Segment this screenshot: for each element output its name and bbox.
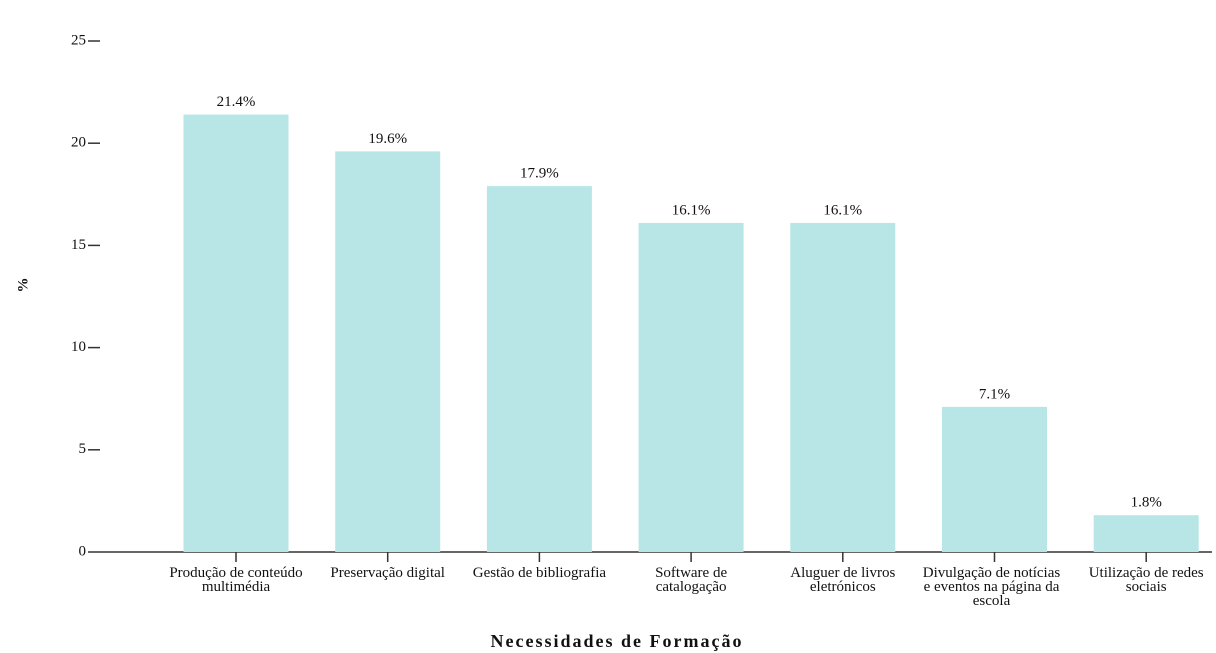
bar bbox=[942, 406, 1047, 552]
y-axis-label: % bbox=[15, 278, 31, 293]
value-label: 16.1% bbox=[672, 202, 711, 218]
y-tick-label: 5 bbox=[79, 441, 87, 457]
bar bbox=[183, 114, 289, 553]
bar bbox=[638, 222, 744, 552]
y-tick-label: 25 bbox=[71, 32, 86, 48]
y-tick-label: 15 bbox=[71, 237, 86, 253]
x-tick-label: Gestão de bibliografia bbox=[472, 565, 607, 581]
x-tick-label: Divulgação de notícias e eventos na pági… bbox=[922, 565, 1061, 609]
x-tick-label: Aluguer de livros eletrónicos bbox=[790, 565, 896, 595]
x-tick-label: Software de catalogação bbox=[655, 565, 728, 595]
value-label: 17.9% bbox=[520, 166, 559, 182]
y-tick-label: 20 bbox=[71, 135, 86, 151]
value-label: 21.4% bbox=[217, 94, 256, 110]
value-label: 16.1% bbox=[823, 202, 862, 218]
bar bbox=[790, 222, 896, 552]
bar bbox=[335, 151, 441, 552]
x-tick-label: Preservação digital bbox=[330, 565, 445, 581]
value-label: 19.6% bbox=[368, 131, 407, 147]
bar bbox=[486, 186, 592, 552]
y-tick-label: 0 bbox=[79, 543, 87, 559]
x-tick-label: Utilização de redes sociais bbox=[1088, 565, 1204, 595]
value-label: 7.1% bbox=[979, 386, 1010, 402]
y-tick-label: 10 bbox=[71, 339, 86, 355]
value-label: 1.8% bbox=[1131, 495, 1162, 511]
x-tick-label: Produção de conteúdo multimédia bbox=[169, 565, 303, 595]
bar bbox=[1093, 515, 1199, 552]
x-axis-label: Necessidades de Formação bbox=[491, 631, 744, 651]
